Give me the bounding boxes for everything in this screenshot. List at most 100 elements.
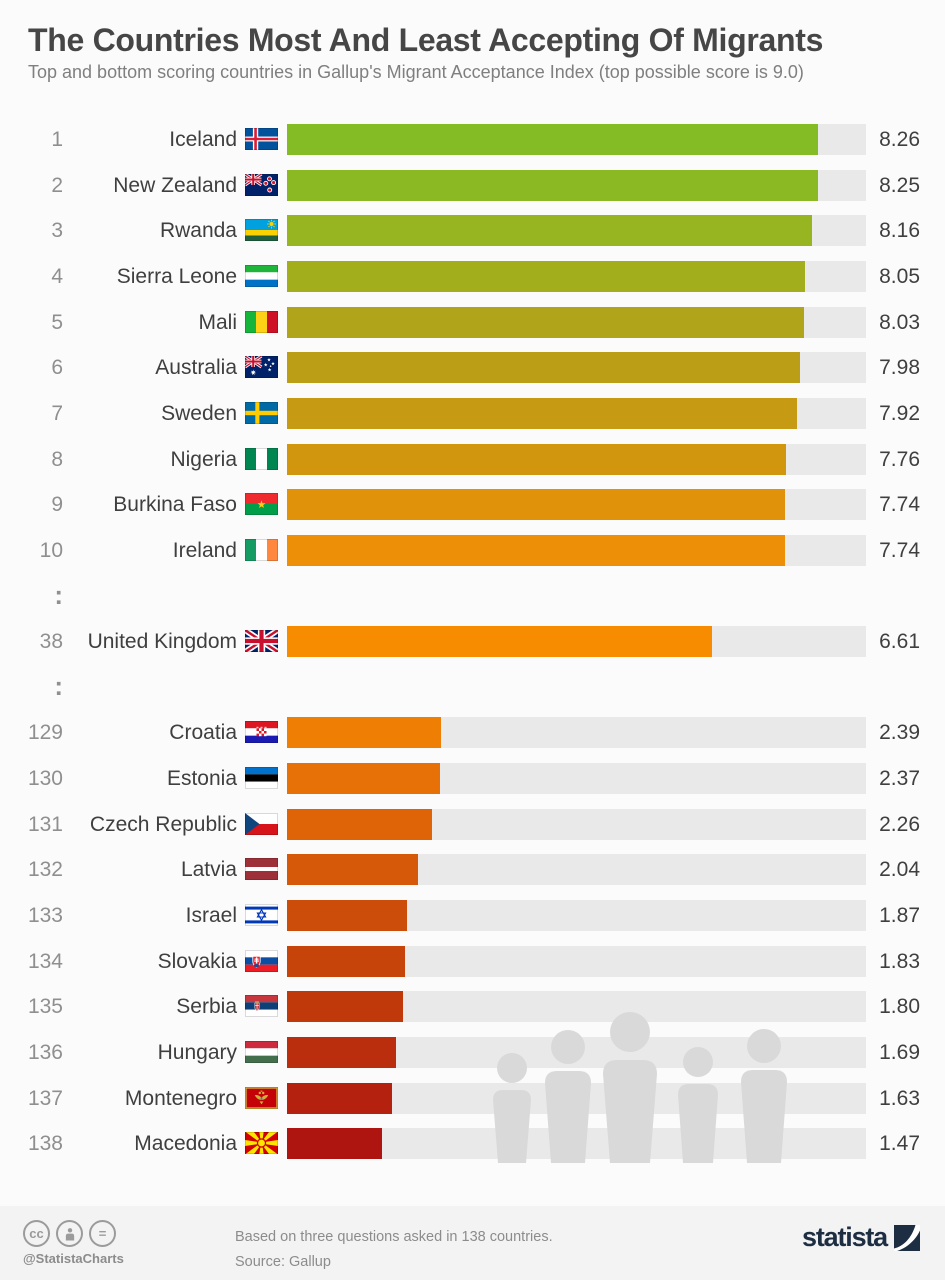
value-label: 7.92 — [879, 402, 920, 425]
statista-charts-handle: @StatistaCharts — [23, 1251, 124, 1266]
country-label: Sierra Leone — [116, 265, 237, 288]
score-bar — [287, 900, 408, 931]
bar-track — [287, 124, 866, 155]
value-label: 2.37 — [879, 767, 920, 790]
rank-label: 136 — [27, 1041, 63, 1064]
country-label: Slovakia — [157, 950, 237, 973]
flag-icon-burkina-faso — [245, 493, 278, 515]
chart-row: 130 Estonia 2.37 — [0, 763, 945, 794]
country-label: Burkina Faso — [113, 493, 237, 516]
chart-row: 10 Ireland 7.74 — [0, 535, 945, 566]
score-bar — [287, 307, 804, 338]
footer-source: Source: Gallup — [235, 1254, 331, 1270]
chart-row: 135 Serbia 1.80 — [0, 991, 945, 1022]
chart-row: 6 Australia 7.98 — [0, 352, 945, 383]
flag-icon-nigeria — [245, 448, 278, 470]
bar-track — [287, 854, 866, 885]
flag-icon-sierra-leone — [245, 265, 278, 287]
value-label: 2.26 — [879, 813, 920, 836]
country-label: United Kingdom — [87, 630, 237, 653]
rank-label: 5 — [51, 311, 63, 334]
country-label: Australia — [155, 356, 237, 379]
rank-label: 130 — [27, 767, 63, 790]
chart-row: 7 Sweden 7.92 — [0, 398, 945, 429]
rank-label: 134 — [27, 950, 63, 973]
rank-label: 1 — [51, 128, 63, 151]
flag-icon-slovakia — [245, 950, 278, 972]
flag-icon-sweden — [245, 402, 278, 424]
bar-track — [287, 261, 866, 292]
country-label: Macedonia — [134, 1132, 237, 1155]
rank-label: 132 — [27, 858, 63, 881]
country-label: Israel — [185, 904, 237, 927]
country-label: Croatia — [169, 721, 237, 744]
rank-label: 38 — [39, 630, 63, 653]
flag-icon-australia — [244, 354, 278, 378]
score-bar — [287, 946, 405, 977]
bar-track — [287, 717, 866, 748]
flag-icon-israel — [245, 904, 278, 926]
country-label: New Zealand — [113, 174, 237, 197]
score-bar — [287, 444, 787, 475]
score-bar — [287, 717, 441, 748]
value-label: 1.63 — [879, 1087, 920, 1110]
country-label: Montenegro — [124, 1087, 237, 1110]
value-label: 8.16 — [879, 219, 920, 242]
bar-track — [287, 535, 866, 566]
country-label: Estonia — [166, 767, 237, 790]
rank-label: 9 — [51, 493, 63, 516]
country-label: Serbia — [176, 995, 237, 1018]
value-label: 8.03 — [879, 311, 920, 334]
flag-icon-mali — [245, 311, 278, 333]
page-title: The Countries Most And Least Accepting O… — [28, 22, 824, 58]
chart-row: 38 United Kingdom 6.61 — [0, 626, 945, 657]
rank-label: 6 — [51, 356, 63, 379]
flag-icon-new-zealand — [244, 172, 278, 196]
chart-row: 8 Nigeria 7.76 — [0, 444, 945, 475]
chart-row: 129 Croatia 2.39 — [0, 717, 945, 748]
ellipsis-gap: : — [54, 580, 63, 610]
rank-label: 131 — [27, 813, 63, 836]
flag-icon-rwanda — [245, 219, 278, 241]
bar-track — [287, 809, 866, 840]
flag-icon-estonia — [245, 767, 278, 789]
chart-row: 132 Latvia 2.04 — [0, 854, 945, 885]
country-label: Latvia — [180, 858, 237, 881]
value-label: 6.61 — [879, 630, 920, 653]
score-bar — [287, 1083, 392, 1114]
value-label: 7.74 — [879, 539, 920, 562]
value-label: 1.47 — [879, 1132, 920, 1155]
chart-row: 5 Mali 8.03 — [0, 307, 945, 338]
people-silhouette-graphic — [493, 1012, 787, 1163]
score-bar — [287, 261, 805, 292]
flag-icon-hungary — [245, 1041, 278, 1063]
bar-track — [287, 489, 866, 520]
statista-logo-mark — [894, 1224, 920, 1251]
value-label: 1.80 — [879, 995, 920, 1018]
bar-track — [287, 991, 866, 1022]
score-bar — [287, 215, 812, 246]
value-label: 1.83 — [879, 950, 920, 973]
value-label: 7.98 — [879, 356, 920, 379]
chart-row: 4 Sierra Leone 8.05 — [0, 261, 945, 292]
flag-icon-macedonia — [242, 1124, 281, 1162]
bar-chart: 1 Iceland 8.26 2 New Zealand 8.25 3 Rwanda 8.16 4… — [0, 124, 945, 1162]
license-block: cc = @StatistaCharts — [23, 1220, 124, 1266]
flag-icon-latvia — [245, 858, 278, 880]
chart-row: 9 Burkina Faso 7.74 — [0, 489, 945, 520]
bar-track — [287, 398, 866, 429]
score-bar — [287, 398, 797, 429]
flag-icon-montenegro — [245, 1087, 278, 1109]
score-bar — [287, 809, 433, 840]
score-bar — [287, 489, 785, 520]
footer: cc = @StatistaCharts Based on three ques… — [0, 1206, 945, 1280]
flag-icon-iceland — [245, 128, 278, 150]
bar-track — [287, 626, 866, 657]
chart-row: 134 Slovakia 1.83 — [0, 946, 945, 977]
rank-label: 4 — [51, 265, 63, 288]
bar-track — [287, 444, 866, 475]
score-bar — [287, 124, 819, 155]
rank-label: 138 — [27, 1132, 63, 1155]
bar-track — [287, 352, 866, 383]
